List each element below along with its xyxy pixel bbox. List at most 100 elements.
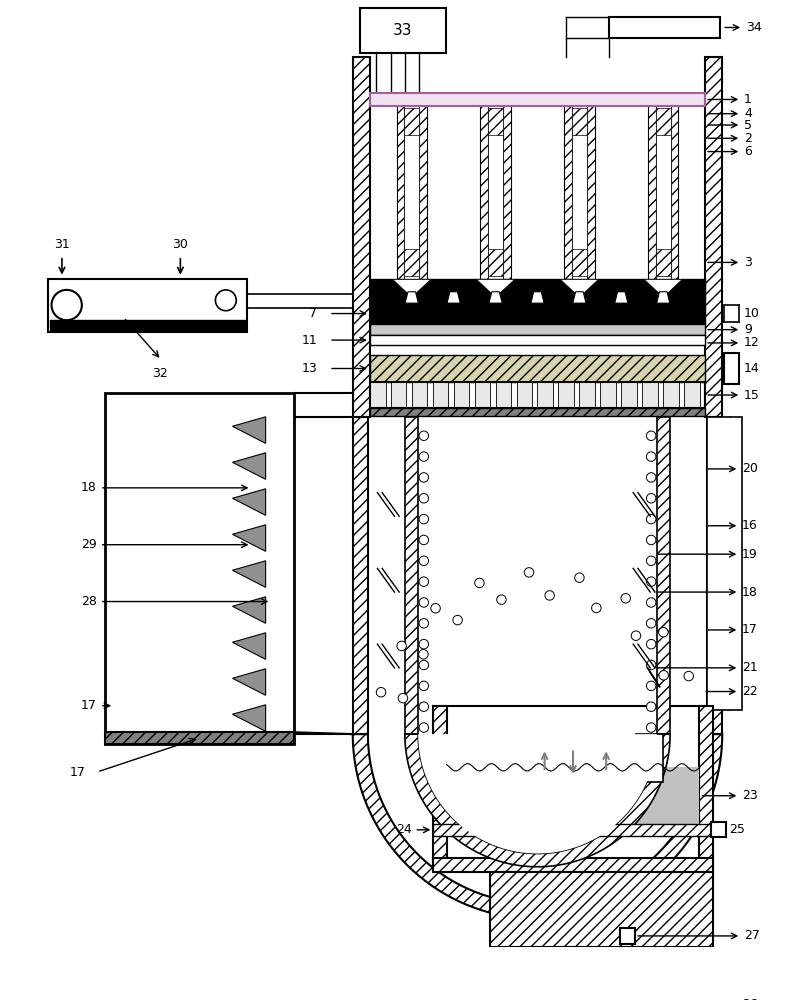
Bar: [648, 104, 655, 279]
Polygon shape: [233, 633, 266, 659]
Circle shape: [419, 577, 428, 586]
Circle shape: [419, 452, 428, 461]
Circle shape: [646, 494, 656, 503]
Bar: [601, 382, 616, 408]
Polygon shape: [644, 279, 682, 297]
Circle shape: [646, 598, 656, 607]
Bar: [447, 767, 700, 824]
Bar: [572, 104, 587, 279]
Polygon shape: [233, 489, 266, 515]
Bar: [488, 108, 503, 135]
Bar: [433, 824, 712, 836]
Bar: [433, 382, 448, 408]
Bar: [700, 706, 712, 872]
Bar: [580, 382, 595, 408]
Bar: [361, 8, 446, 53]
Text: 17: 17: [742, 623, 758, 636]
Bar: [655, 104, 671, 279]
Bar: [711, 822, 726, 837]
Polygon shape: [530, 292, 544, 303]
Text: 17: 17: [70, 766, 85, 779]
Text: 25: 25: [729, 823, 745, 836]
Polygon shape: [233, 525, 266, 551]
Polygon shape: [405, 734, 670, 867]
Bar: [564, 104, 572, 279]
Text: 2: 2: [744, 132, 752, 145]
Circle shape: [646, 660, 656, 670]
Circle shape: [419, 473, 428, 482]
Text: 30: 30: [172, 238, 188, 251]
Bar: [369, 303, 705, 324]
Bar: [404, 108, 419, 135]
Bar: [517, 382, 532, 408]
Circle shape: [646, 452, 656, 461]
Bar: [481, 104, 488, 279]
Circle shape: [658, 627, 668, 637]
Circle shape: [419, 681, 428, 691]
Circle shape: [453, 615, 462, 625]
Circle shape: [646, 535, 656, 545]
Bar: [671, 104, 679, 279]
Text: 22: 22: [742, 685, 758, 698]
Polygon shape: [447, 292, 460, 303]
Polygon shape: [560, 279, 598, 297]
Bar: [369, 408, 705, 416]
Bar: [496, 382, 511, 408]
Text: 32: 32: [151, 367, 167, 380]
Circle shape: [575, 573, 584, 582]
Circle shape: [52, 290, 82, 320]
Text: 11: 11: [302, 334, 318, 347]
Bar: [50, 320, 245, 330]
Circle shape: [376, 687, 386, 697]
Circle shape: [659, 671, 668, 680]
Bar: [572, 108, 587, 135]
Circle shape: [419, 723, 428, 732]
Circle shape: [475, 578, 484, 588]
Bar: [707, 417, 722, 734]
Circle shape: [646, 702, 656, 711]
Text: 29: 29: [81, 538, 97, 551]
Circle shape: [397, 641, 407, 651]
Bar: [105, 732, 294, 744]
Bar: [433, 858, 712, 872]
Circle shape: [497, 595, 506, 604]
Text: 1: 1: [744, 93, 752, 106]
Circle shape: [419, 431, 428, 440]
Bar: [707, 417, 742, 710]
Bar: [454, 382, 469, 408]
Polygon shape: [393, 279, 431, 297]
Circle shape: [684, 671, 693, 681]
Circle shape: [646, 514, 656, 524]
Bar: [369, 355, 705, 382]
Circle shape: [631, 631, 641, 640]
Bar: [390, 382, 407, 408]
Polygon shape: [233, 417, 266, 443]
Bar: [404, 104, 419, 279]
Text: 31: 31: [54, 238, 70, 251]
Polygon shape: [233, 597, 266, 623]
Circle shape: [646, 619, 656, 628]
Bar: [353, 417, 368, 734]
Text: 6: 6: [744, 145, 752, 158]
Text: 34: 34: [746, 21, 762, 34]
Text: 12: 12: [744, 336, 760, 349]
Bar: [705, 57, 722, 417]
Bar: [369, 279, 705, 303]
Circle shape: [216, 290, 236, 311]
Bar: [621, 382, 637, 408]
Circle shape: [646, 723, 656, 732]
Text: 20: 20: [742, 462, 758, 475]
Bar: [419, 104, 427, 279]
Circle shape: [621, 594, 630, 603]
Bar: [369, 382, 705, 408]
Text: 27: 27: [744, 929, 760, 942]
Bar: [559, 382, 574, 408]
Circle shape: [419, 660, 428, 670]
Bar: [369, 324, 705, 335]
Text: 33: 33: [393, 23, 413, 38]
Circle shape: [419, 514, 428, 524]
Circle shape: [419, 619, 428, 628]
Text: 15: 15: [744, 389, 760, 402]
Bar: [657, 417, 670, 734]
Bar: [369, 335, 705, 345]
